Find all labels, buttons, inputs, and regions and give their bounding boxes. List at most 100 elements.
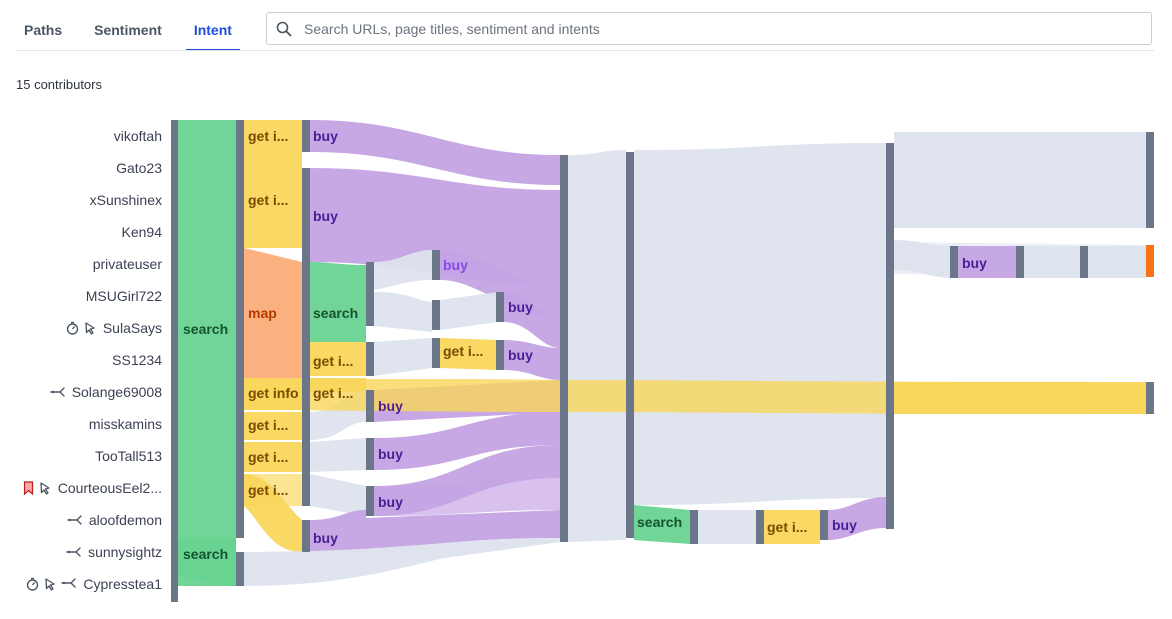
node-bar[interactable]: [366, 390, 374, 422]
flow-label-get-info: get i...: [248, 192, 288, 208]
user-row[interactable]: aloofdemon: [63, 504, 162, 536]
node-bar[interactable]: [950, 246, 958, 278]
node-bar[interactable]: [1016, 246, 1024, 278]
contributors-count: 15 contributors: [16, 77, 102, 92]
flow-label-buy: buy: [313, 128, 338, 144]
user-row[interactable]: CourteousEel2...: [19, 472, 162, 504]
user-row[interactable]: MSUGirl722: [86, 280, 162, 312]
node-bar[interactable]: [690, 510, 698, 544]
node-bar[interactable]: [1146, 382, 1154, 414]
flow-link: [310, 474, 366, 516]
flow-link: [310, 510, 560, 552]
user-row[interactable]: Gato23: [116, 152, 162, 184]
flow-link: [244, 538, 560, 586]
node-bar[interactable]: [302, 262, 310, 378]
node-bar[interactable]: [496, 292, 504, 322]
user-name: MSUGirl722: [85, 288, 162, 304]
flow-label-search: search: [313, 305, 358, 321]
flow-link: [698, 510, 756, 544]
search-box[interactable]: [266, 12, 1152, 45]
node-bar[interactable]: [302, 474, 310, 506]
user-name: sunnysightz: [88, 544, 162, 560]
flow-label-search: search: [637, 514, 682, 530]
node-bar[interactable]: [366, 342, 374, 376]
rage-click-icon: [45, 578, 56, 591]
flow-map: [244, 248, 302, 378]
node-bar[interactable]: [366, 438, 374, 470]
user-name: TooTall513: [95, 448, 162, 464]
rage-click-icon: [85, 322, 95, 335]
node-bar[interactable]: [886, 143, 894, 529]
tab-sentiment[interactable]: Sentiment: [94, 22, 162, 38]
flow-link: [894, 132, 1146, 228]
node-bar[interactable]: [171, 120, 178, 602]
stopwatch-icon: [27, 577, 39, 591]
node-bar[interactable]: [432, 300, 440, 330]
node-bar[interactable]: [302, 442, 310, 474]
node-bar[interactable]: [1146, 132, 1154, 228]
flow-label-get-info: get i...: [248, 482, 288, 498]
user-row[interactable]: xSunshinex: [90, 184, 162, 216]
u-turn-icon: [61, 578, 77, 588]
tab-paths[interactable]: Paths: [24, 22, 63, 38]
flow-label-get-info: get i...: [248, 417, 288, 433]
flow-link: [374, 478, 560, 516]
flow-link: [244, 378, 560, 412]
user-row[interactable]: privateuser: [93, 248, 162, 280]
user-row[interactable]: Solange69008: [46, 376, 162, 408]
node-bar[interactable]: [560, 155, 568, 542]
node-bar[interactable]: [496, 340, 504, 370]
flow-link: [764, 510, 820, 544]
flow-labels: search search get i... get i... map get …: [183, 128, 987, 562]
user-row[interactable]: Ken94: [122, 216, 162, 248]
node-bar[interactable]: [820, 510, 828, 540]
node-bar[interactable]: [366, 486, 374, 516]
flow-link: [310, 342, 366, 376]
exit-node[interactable]: [1146, 245, 1154, 277]
flow-link: [310, 262, 366, 342]
flow-link: [244, 412, 302, 440]
node-bar[interactable]: [432, 338, 440, 368]
u-turn-icon: [67, 515, 82, 525]
user-name: vikoftah: [113, 128, 162, 144]
node-bar[interactable]: [302, 168, 310, 264]
rage-click-icon: [40, 482, 50, 495]
flow-label-buy: buy: [378, 398, 403, 414]
flow-link: [634, 143, 886, 505]
node-bar[interactable]: [626, 152, 634, 538]
user-row[interactable]: Cypresstea1: [22, 568, 162, 600]
node-bar[interactable]: [302, 520, 310, 552]
flow-links: [178, 120, 1146, 586]
node-bar[interactable]: [236, 552, 244, 586]
flow-link: [310, 438, 366, 472]
node-bar[interactable]: [756, 510, 764, 544]
user-name: Cypresstea1: [83, 576, 162, 592]
user-row[interactable]: sunnysightz: [62, 536, 162, 568]
user-name: Gato23: [116, 160, 162, 176]
node-bar[interactable]: [366, 262, 374, 326]
user-row[interactable]: vikoftah: [114, 120, 162, 152]
flow-label-buy: buy: [443, 257, 468, 273]
node-bar[interactable]: [302, 378, 310, 410]
node-bar[interactable]: [1080, 246, 1088, 278]
node-bar[interactable]: [432, 250, 440, 280]
flow-link: [504, 292, 560, 348]
node-bar[interactable]: [236, 120, 244, 538]
user-row[interactable]: SS1234: [112, 344, 162, 376]
node-bar[interactable]: [302, 410, 310, 442]
bookmark-icon: [23, 481, 33, 495]
user-row[interactable]: TooTall513: [95, 440, 162, 472]
node-bar[interactable]: [302, 120, 310, 152]
flow-link: [440, 292, 498, 330]
search-input[interactable]: [302, 19, 1126, 38]
user-row[interactable]: misskamins: [89, 408, 162, 440]
user-name: privateuser: [92, 256, 162, 272]
flow-link: [244, 120, 302, 152]
flow-link: [244, 474, 302, 506]
flow-label-get-info: get i...: [767, 519, 807, 535]
user-row[interactable]: SulaSays: [62, 312, 162, 344]
flow-label-get-info: get i...: [248, 449, 288, 465]
flow-label-buy: buy: [508, 347, 533, 363]
tabs-divider: [16, 50, 1154, 51]
flow-link: [178, 538, 236, 586]
